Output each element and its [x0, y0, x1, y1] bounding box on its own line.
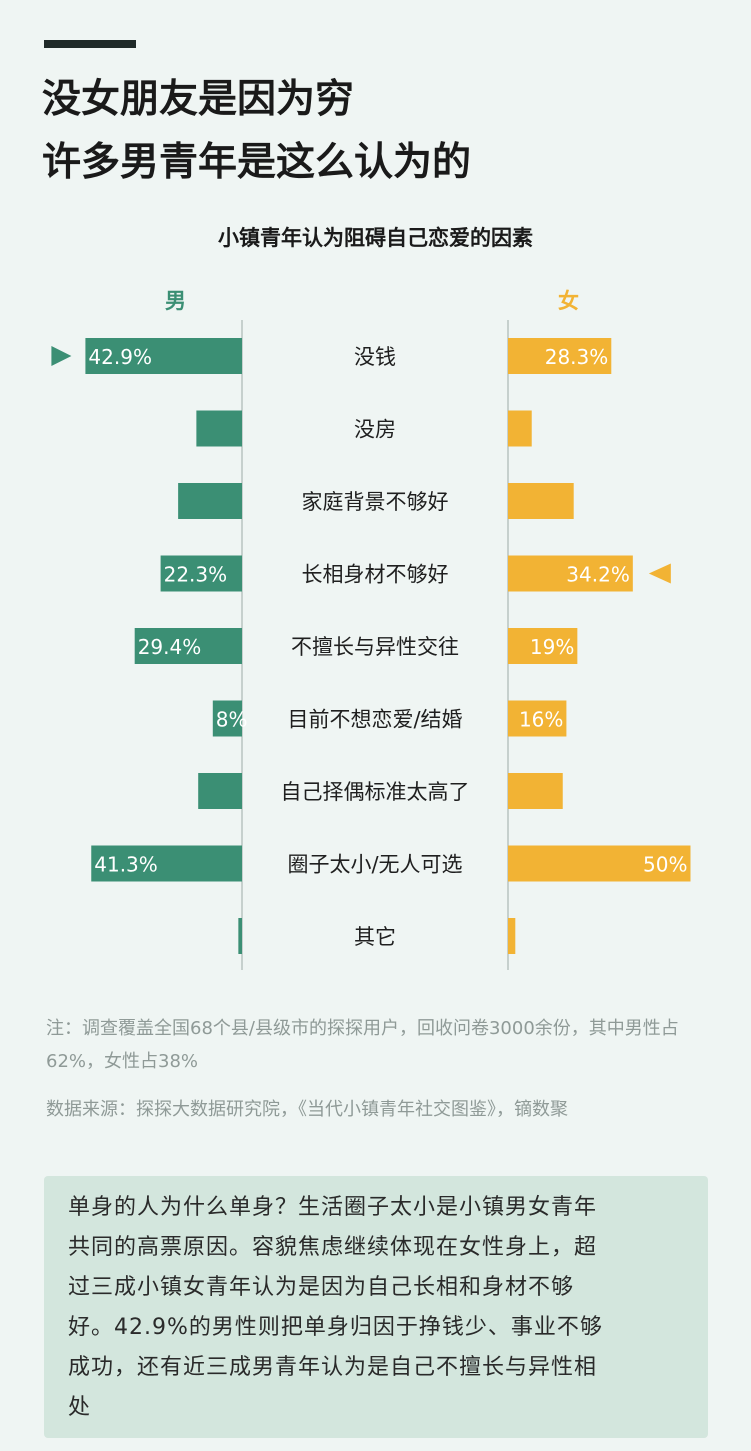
summary-box: 单身的人为什么单身？生活圈子太小是小镇男女青年 共同的高票原因。容貌焦虑继续体现…	[44, 1176, 708, 1438]
female-bar	[508, 700, 567, 737]
survey-note: 注：调查覆盖全国68个县/县级市的探探用户，回收问卷3000余份，其中男性占62…	[46, 1018, 679, 1072]
summary-line: 过三成小镇女青年认为是因为自己长相和身材不够	[68, 1275, 575, 1300]
male-bar	[85, 338, 242, 374]
category-label: 家庭背景不够好	[302, 490, 449, 514]
female-data-label: 34.2%	[566, 563, 630, 587]
female-bar	[508, 410, 532, 447]
summary-line: 好。42.9%的男性则把单身归因于挣钱少、事业不够	[68, 1315, 603, 1340]
female-data-label: 28.3%	[545, 345, 609, 369]
male-data-label: 8%	[216, 708, 248, 732]
male-data-label: 41.3%	[94, 853, 158, 877]
female-data-label: 19%	[530, 635, 574, 659]
female-bar	[508, 845, 691, 882]
category-label: 不擅长与异性交往	[291, 635, 459, 659]
category-label: 圈子太小/无人可选	[287, 853, 462, 877]
female-bar	[508, 918, 516, 954]
category-label: 长相身材不够好	[302, 563, 449, 587]
female-bar	[508, 555, 633, 592]
female-bar	[508, 483, 574, 519]
male-bar	[134, 628, 242, 664]
legend-female: 女	[558, 289, 579, 313]
male-data-label: 22.3%	[164, 563, 228, 587]
female-bar	[508, 628, 578, 664]
summary-line: 处	[68, 1395, 92, 1420]
female-bar	[508, 338, 612, 374]
headline-line-2: 许多男青年是这么认为的	[42, 140, 472, 185]
legend-male: 男	[165, 289, 186, 313]
headline-line-1: 没女朋友是因为穷	[42, 77, 355, 122]
chart-title: 小镇青年认为阻碍自己恋爱的因素	[218, 226, 533, 250]
male-highlight-marker	[51, 346, 72, 366]
headline: 没女朋友是因为穷 许多男青年是这么认为的	[42, 68, 471, 194]
top-rule	[44, 40, 136, 48]
male-bar	[198, 773, 242, 809]
summary-line: 共同的高票原因。容貌焦虑继续体现在女性身上，超	[68, 1235, 598, 1260]
female-data-label: 50%	[643, 853, 687, 877]
category-label: 自己择偶标准太高了	[281, 780, 470, 804]
female-bar	[508, 773, 563, 809]
male-bar	[160, 555, 242, 592]
male-bar	[238, 918, 242, 954]
male-bar	[212, 700, 242, 737]
male-bar	[178, 483, 242, 519]
category-label: 没钱	[354, 345, 396, 369]
category-label: 其它	[354, 925, 396, 949]
female-data-label: 16%	[519, 708, 563, 732]
male-data-label: 29.4%	[138, 635, 202, 659]
summary-line: 单身的人为什么单身？生活圈子太小是小镇男女青年	[68, 1195, 598, 1220]
source-note: 数据来源：探探大数据研究院，《当代小镇青年社交图鉴》，镝数聚	[46, 1099, 568, 1120]
female-highlight-marker	[648, 563, 671, 584]
male-data-label: 42.9%	[88, 345, 152, 369]
category-label: 目前不想恋爱/结婚	[287, 708, 462, 732]
summary-line: 成功，还有近三成男青年认为是自己不擅长与异性相	[68, 1355, 598, 1380]
male-bar	[196, 410, 242, 447]
male-bar	[91, 845, 242, 882]
category-label: 没房	[354, 418, 396, 442]
